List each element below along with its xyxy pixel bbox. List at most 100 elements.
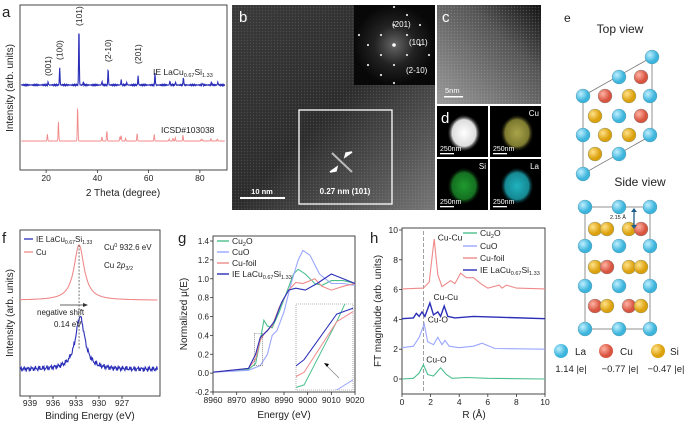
panel-d-eds-maps: 250nm Cu 250nm Si 250nm La 250nm d xyxy=(437,106,541,210)
f-orbital-text: Cu 2 xyxy=(104,261,121,270)
panel-label-h: h xyxy=(370,230,378,247)
g-series-group xyxy=(213,249,355,373)
eds-element-label: La xyxy=(530,162,539,171)
g-material-sub2: 1.33 xyxy=(281,275,292,281)
atom-la xyxy=(577,278,593,294)
1-x-tick-label: 933 xyxy=(69,398,83,408)
f-series-cu xyxy=(20,244,158,301)
atom-la xyxy=(642,199,658,215)
g-inset-box xyxy=(295,303,354,391)
h-legend-label: Cu-foil xyxy=(480,253,505,263)
f-legend-cu: Cu xyxy=(36,248,46,257)
f-peak-cu: Cu xyxy=(104,243,114,252)
atom-la xyxy=(642,238,658,254)
h-peak-annotation: Cu-Cu xyxy=(433,292,458,302)
fft-spot xyxy=(405,13,409,17)
eds-tile-si: Si 250nm xyxy=(437,159,488,210)
h-y-axis-label: FT magnitude (arb. units) xyxy=(373,255,384,367)
fft-spots xyxy=(357,5,431,85)
h-x-axis-label: R (Å) xyxy=(462,408,485,421)
panel-b-hrtem: b (201) (101) (2-10) 0.27 nm (101) 10 nm xyxy=(232,5,435,210)
g-legend-base: Cu xyxy=(232,236,243,246)
lattice-texture xyxy=(437,5,541,104)
3-y-tick-label: 10 xyxy=(389,225,399,235)
g-material-mid: Si xyxy=(273,269,281,279)
atom-la xyxy=(642,321,658,337)
chart-h-exafs: 0 2 4 6 8 10 0 2 4 6 8 10 R (Å) FT magnitude (arb. un… xyxy=(373,225,550,421)
a-peak-label: (101) xyxy=(74,6,84,26)
fft-spot xyxy=(366,63,370,67)
legend-charge-label: 1.14 |e| xyxy=(555,364,586,375)
h-series-1 xyxy=(401,321,546,350)
g-material-sub1: 0.67 xyxy=(263,275,274,281)
a-peak-label: (001) xyxy=(43,56,53,76)
a-material-base: IE LaCu xyxy=(153,67,184,77)
g-material-label: IE LaCu0.67Si1.33 xyxy=(232,269,292,281)
2-y-tick-label: 1.2 xyxy=(198,256,210,265)
h-legend-base: Cu-foil xyxy=(480,253,505,263)
fft-spot xyxy=(418,43,422,47)
h-legend-base: Cu xyxy=(480,228,491,238)
atom-la xyxy=(611,199,627,215)
fft-spot xyxy=(379,33,383,37)
h-material-mid: Si xyxy=(521,265,529,275)
spacing-arrows-icon xyxy=(329,151,353,173)
h-legend-base: CuO xyxy=(480,241,498,251)
2-x-tick-label: 8980 xyxy=(251,395,270,405)
a-material-sub2: 1.33 xyxy=(202,73,213,79)
2-x-tick-label: 9000 xyxy=(298,395,317,405)
fft-spot xyxy=(379,53,383,57)
atom-la xyxy=(577,238,593,254)
fft-spot xyxy=(418,23,422,27)
fft-label-2-10: (2-10) xyxy=(406,66,428,75)
1-x-tick-label: 936 xyxy=(46,398,60,408)
g-inset-series-0 xyxy=(296,304,346,388)
2-y-tick-label: 0.4 xyxy=(198,331,210,340)
2-x-tick-label: 8970 xyxy=(227,395,246,405)
element-legend: La 1.14 |e| Cu −0.77 |e| Si −0.47 |e| xyxy=(554,344,684,375)
fft-spot xyxy=(392,81,396,85)
scale-bar-label: 5nm xyxy=(445,86,460,95)
atom-si xyxy=(597,127,613,143)
fft-spot xyxy=(427,53,431,57)
2-x-tick-label: 9010 xyxy=(322,395,341,405)
g-legend-label: Cu2O xyxy=(232,236,253,248)
atom-cu xyxy=(633,221,649,237)
2-x-tick-label: 8990 xyxy=(275,395,294,405)
f-peak-sup: 0 xyxy=(114,243,117,249)
h-legend-label: Cu2O xyxy=(480,228,501,240)
atom-la xyxy=(575,166,591,182)
side-view-title: Side view xyxy=(614,175,666,189)
2-y-tick-label: 1.4 xyxy=(198,237,210,246)
atom-la xyxy=(611,238,627,254)
f-shift-arrowhead-icon xyxy=(83,303,88,307)
3-y-tick-label: 6 xyxy=(393,285,398,295)
legend-atom-si-icon xyxy=(651,344,665,358)
h-series-0 xyxy=(401,363,546,380)
g-inset-series-3 xyxy=(296,307,353,367)
scale-bar xyxy=(444,96,463,98)
atom-cu xyxy=(633,69,649,85)
a-material-mid: Si xyxy=(194,67,202,77)
atom-la xyxy=(577,321,593,337)
particle-map xyxy=(447,167,481,205)
h-legend-rest: O xyxy=(494,228,501,238)
3-y-tick-label: 8 xyxy=(393,255,398,265)
g-inset-arrowhead-icon xyxy=(324,363,329,367)
eds-tile-la: La 250nm xyxy=(490,159,541,210)
atoms xyxy=(575,49,660,337)
f-orbital-annotation: Cu 2p3/2 xyxy=(104,261,133,272)
legend-atom-cu-icon xyxy=(599,344,613,358)
a-x-axis-label: 2 Theta (degree) xyxy=(86,188,160,199)
atom-si xyxy=(633,298,649,314)
atom-si xyxy=(587,146,603,162)
3-x-tick-label: 10 xyxy=(540,397,550,407)
panel-label-a: a xyxy=(2,4,11,21)
3-x-tick-label: 4 xyxy=(457,397,462,407)
g-inset-arrow xyxy=(326,365,340,379)
g-inset-series-group xyxy=(296,304,353,390)
atom-la xyxy=(611,278,627,294)
fft-spot xyxy=(392,63,396,67)
a-x-tick-label: 40 xyxy=(93,173,103,183)
scale-bar-label: 250nm xyxy=(440,146,462,153)
